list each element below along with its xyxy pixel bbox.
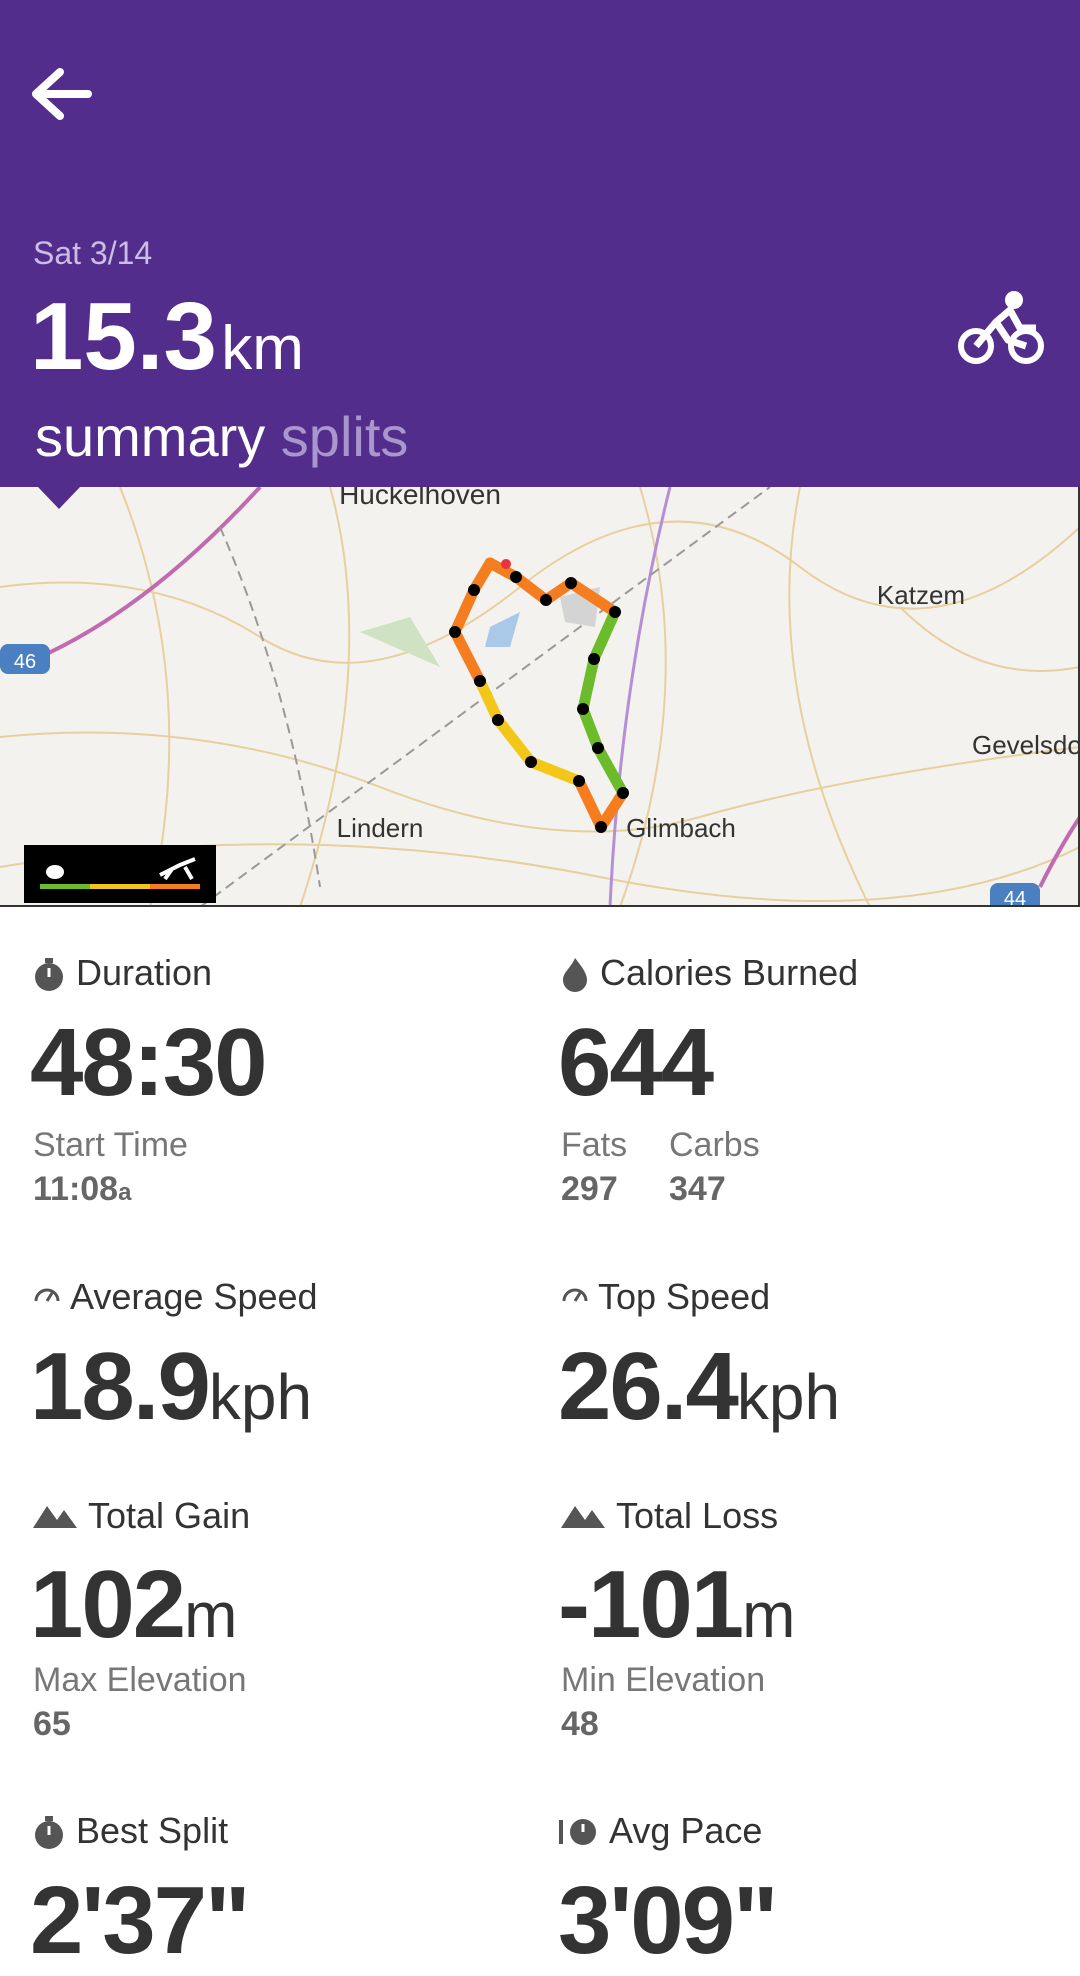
pace-icon	[559, 1819, 596, 1845]
stat-label: Duration	[76, 952, 213, 993]
stat-value-row: 102m	[30, 1550, 237, 1660]
road-sign: 46	[14, 651, 36, 673]
bike-icon	[958, 291, 1044, 364]
stat-value: -101	[558, 1551, 744, 1658]
stat-label: Top Speed	[598, 1276, 771, 1317]
sub-value: 11:08	[33, 1170, 119, 1208]
header: Sat 3/14 15.3 km summary splits	[0, 0, 1080, 487]
stat-label: Average Speed	[70, 1276, 318, 1317]
stat-unit: m	[742, 1579, 796, 1651]
back-button[interactable]	[30, 68, 94, 120]
map: Huckelhoven Katzem Gevelsdo Lindern Glim…	[0, 487, 1080, 907]
sub-value-row: 11:08a	[33, 1170, 131, 1209]
mountain-icon	[33, 1506, 77, 1528]
distance-row: 15.3 km	[30, 282, 304, 392]
tab-splits[interactable]: splits	[280, 405, 409, 468]
tabs: summary splits	[35, 404, 408, 469]
sub-label: Start Time	[33, 1126, 188, 1164]
map-label: Huckelhoven	[339, 487, 501, 510]
map-label: Glimbach	[626, 813, 736, 843]
stat-value: 644	[558, 1009, 714, 1116]
flame-icon	[563, 958, 587, 992]
map-label: Lindern	[337, 813, 424, 843]
stat-unit: m	[184, 1579, 238, 1651]
stat-value: 48:30	[30, 1009, 268, 1116]
stopwatch-icon	[35, 958, 63, 991]
sub-suffix: a	[118, 1179, 132, 1206]
stat-label: Best Split	[76, 1810, 229, 1851]
speed-legend	[24, 845, 216, 903]
sub-value: 347	[669, 1170, 726, 1208]
stat-label: Calories Burned	[600, 952, 859, 993]
sub-value: 65	[33, 1705, 71, 1743]
stat-value: 18.9	[30, 1333, 211, 1440]
stat-value: 3'09"	[558, 1867, 779, 1974]
map-label: Katzem	[877, 580, 965, 610]
map-label: Gevelsdo	[972, 730, 1080, 760]
stat-label: Avg Pace	[609, 1810, 763, 1851]
stat-value-row: 18.9kph	[30, 1332, 312, 1442]
sub-label: Carbs	[669, 1126, 760, 1164]
sub-label: Max Elevation	[33, 1661, 247, 1699]
road-sign: 44	[1004, 888, 1026, 907]
stat-label: Total Loss	[616, 1495, 779, 1536]
tab-summary[interactable]: summary	[35, 405, 266, 468]
sub-value: 48	[561, 1705, 599, 1743]
stat-unit: kph	[208, 1361, 313, 1433]
stat-unit: kph	[736, 1361, 841, 1433]
stat-value: 26.4	[558, 1333, 739, 1440]
sub-label: Fats	[561, 1126, 628, 1164]
speed-icon	[562, 1288, 588, 1302]
stat-label: Total Gain	[88, 1495, 251, 1536]
sub-value: 297	[561, 1170, 618, 1208]
stat-value: 2'37"	[30, 1867, 251, 1974]
stat-value: 102	[30, 1551, 186, 1658]
sub-label: Min Elevation	[561, 1661, 766, 1699]
date: Sat 3/14	[33, 235, 153, 271]
speed-icon	[34, 1288, 60, 1302]
stat-value-row: -101m	[558, 1550, 795, 1660]
stat-value-row: 26.4kph	[558, 1332, 840, 1442]
mountain-icon	[561, 1506, 605, 1528]
distance: 15.3	[30, 283, 217, 390]
distance-unit: km	[221, 314, 304, 383]
stopwatch-icon	[35, 1816, 63, 1849]
